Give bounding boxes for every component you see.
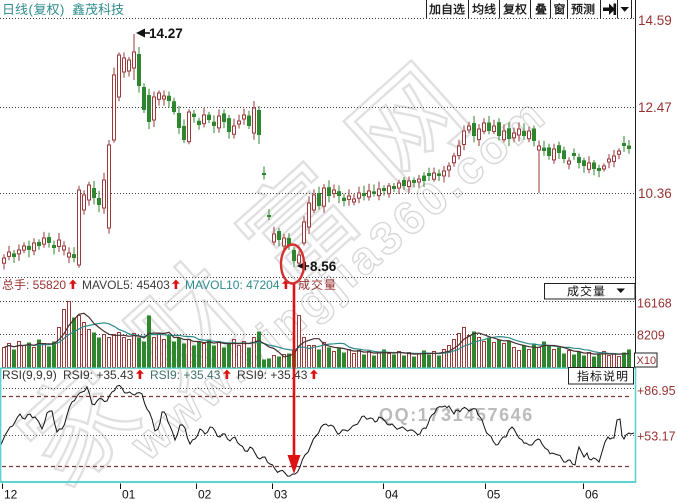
svg-text:+86.95: +86.95 (637, 384, 676, 398)
svg-text:12: 12 (4, 488, 18, 502)
svg-text:QQ:1731457646: QQ:1731457646 (379, 405, 534, 425)
svg-text:RSI9: +35.43: RSI9: +35.43 (150, 368, 221, 382)
svg-text:02: 02 (198, 488, 212, 502)
svg-text:RSI9: +35.43: RSI9: +35.43 (237, 368, 308, 382)
svg-text:RSI9: +35.43: RSI9: +35.43 (63, 368, 134, 382)
svg-text:01: 01 (122, 488, 136, 502)
svg-text:05: 05 (487, 488, 501, 502)
svg-text:8.56: 8.56 (310, 259, 337, 274)
svg-text:03: 03 (274, 488, 288, 502)
svg-text:MAVOL10: 47204: MAVOL10: 47204 (185, 278, 280, 292)
svg-text:MAVOL5: 45403: MAVOL5: 45403 (82, 278, 170, 292)
svg-text:14.27: 14.27 (149, 26, 183, 41)
svg-text:RSI(9,9,9): RSI(9,9,9) (2, 368, 57, 382)
svg-text:16168: 16168 (637, 297, 672, 311)
svg-text:06: 06 (585, 488, 599, 502)
svg-text:+53.17: +53.17 (637, 430, 676, 444)
svg-text:(: ( (29, 2, 34, 17)
svg-text:10.36: 10.36 (638, 186, 672, 201)
svg-text:04: 04 (385, 488, 399, 502)
svg-text:): ) (60, 2, 64, 17)
svg-text:12.47: 12.47 (638, 100, 672, 115)
svg-text:: 55820: : 55820 (26, 278, 66, 292)
svg-text:14.59: 14.59 (638, 13, 672, 28)
svg-text:8209: 8209 (637, 329, 665, 343)
svg-text:X10: X10 (637, 355, 657, 367)
